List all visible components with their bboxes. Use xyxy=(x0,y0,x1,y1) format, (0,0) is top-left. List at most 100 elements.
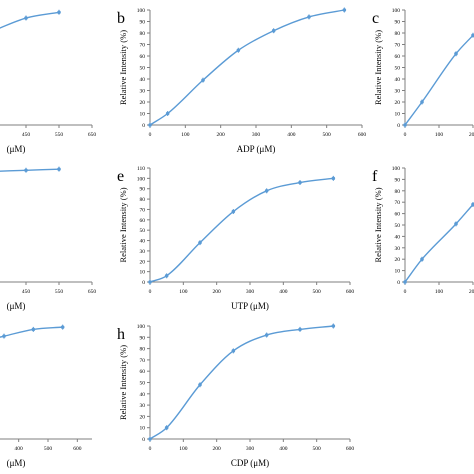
y-tick-label: 80 xyxy=(140,31,146,37)
x-tick-label: 0 xyxy=(149,132,152,138)
y-tick-label: 40 xyxy=(140,77,146,83)
series-line xyxy=(149,177,334,283)
y-tick-label: 20 xyxy=(140,414,146,420)
chart-panel-h: 0 10 20 30 40 50 60 70 80 90 100 0 100 200 300 400 500 60… xyxy=(117,323,354,468)
data-point xyxy=(264,333,269,337)
x-tick-label: 650 xyxy=(88,289,97,295)
chart-panel-f: 0 10 20 30 40 50 60 70 80 90 100 0 100 200 Relative In… xyxy=(372,166,474,295)
data-point xyxy=(148,123,152,127)
x-tick-label: 0 xyxy=(149,446,152,452)
y-tick-label: 50 xyxy=(395,66,401,72)
y-axis-label: Relative Intensity (%) xyxy=(373,30,383,105)
y-tick-label: 80 xyxy=(140,197,146,203)
data-point xyxy=(57,167,61,171)
y-tick-label: 100 xyxy=(392,166,401,172)
y-tick-label: 100 xyxy=(137,176,146,182)
chart-panel-a: 450 550 650 (μM) xyxy=(0,9,97,154)
series-line xyxy=(404,34,474,126)
x-axis-label: (μM) xyxy=(7,301,26,311)
x-tick-label: 300 xyxy=(246,289,255,295)
x-tick-label: 0 xyxy=(149,289,152,295)
data-point xyxy=(471,33,474,38)
y-tick-label: 70 xyxy=(140,207,146,213)
chart-panel-g: 400 500 600 (μM) xyxy=(0,324,92,468)
y-tick-label: 0 xyxy=(397,123,400,129)
y-tick-label: 10 xyxy=(395,112,401,118)
x-tick-label: 200 xyxy=(217,132,226,138)
chart-panel-b: 0 10 20 30 40 50 60 70 80 90 100 0 100 200 300 400 500 60… xyxy=(117,7,367,154)
y-tick-label: 0 xyxy=(142,123,145,129)
chart-panel-e: 0 10 20 30 40 50 60 70 80 90 100 110 0 100 200 300 400 50… xyxy=(117,166,354,311)
y-tick-label: 30 xyxy=(395,89,401,95)
series-line xyxy=(404,204,474,283)
data-point xyxy=(454,51,458,56)
data-point xyxy=(264,189,269,193)
x-tick-label: 400 xyxy=(287,132,296,138)
data-point xyxy=(231,349,236,353)
y-tick-label: 90 xyxy=(140,335,146,341)
x-tick-label: 600 xyxy=(346,289,355,295)
x-tick-label: 600 xyxy=(358,132,367,138)
x-tick-label: 100 xyxy=(179,446,188,452)
y-tick-label: 30 xyxy=(140,403,146,409)
y-tick-label: 80 xyxy=(140,347,146,353)
y-tick-label: 50 xyxy=(140,228,146,234)
data-point xyxy=(307,15,311,19)
y-tick-label: 10 xyxy=(140,112,146,118)
y-tick-label: 60 xyxy=(140,218,146,224)
x-tick-label: 0 xyxy=(404,132,407,138)
data-point xyxy=(342,8,347,12)
y-tick-label: 40 xyxy=(140,392,146,398)
y-tick-label: 10 xyxy=(140,426,146,432)
data-point xyxy=(471,202,474,207)
x-tick-label: 650 xyxy=(88,132,97,138)
series-line xyxy=(0,11,60,29)
y-tick-label: 30 xyxy=(395,246,401,252)
x-axis-label: ADP (μM) xyxy=(237,144,276,154)
y-tick-label: 60 xyxy=(395,54,401,60)
data-point xyxy=(148,280,152,284)
x-tick-label: 200 xyxy=(469,289,474,295)
x-tick-label: 200 xyxy=(213,289,222,295)
x-tick-label: 500 xyxy=(44,446,53,452)
data-point xyxy=(231,209,236,214)
y-tick-label: 80 xyxy=(395,189,401,195)
data-point xyxy=(148,437,152,441)
y-tick-label: 100 xyxy=(137,8,146,14)
y-tick-label: 110 xyxy=(137,166,145,172)
y-tick-label: 40 xyxy=(395,77,401,83)
y-tick-label: 90 xyxy=(395,20,401,26)
panel-label: f xyxy=(372,168,378,185)
x-axis-label: CDP (μM) xyxy=(231,458,269,468)
data-point xyxy=(420,100,424,104)
y-tick-label: 30 xyxy=(140,89,146,95)
x-tick-label: 450 xyxy=(22,289,31,295)
y-tick-label: 50 xyxy=(140,381,146,387)
y-tick-label: 20 xyxy=(395,100,401,106)
data-point xyxy=(60,325,65,329)
data-point xyxy=(165,111,170,116)
data-point xyxy=(198,382,202,387)
y-tick-label: 70 xyxy=(140,43,146,49)
data-point xyxy=(31,327,36,332)
series-line xyxy=(0,168,60,172)
data-point xyxy=(271,28,276,33)
y-tick-label: 40 xyxy=(140,239,146,245)
panel-label: c xyxy=(372,10,379,27)
x-tick-label: 550 xyxy=(55,289,64,295)
x-tick-label: 450 xyxy=(22,132,31,138)
data-point xyxy=(298,327,302,332)
panel-label: b xyxy=(117,10,125,27)
y-tick-label: 100 xyxy=(137,324,146,330)
x-tick-label: 200 xyxy=(213,446,222,452)
y-tick-label: 10 xyxy=(140,270,146,276)
x-tick-label: 500 xyxy=(323,132,332,138)
x-tick-label: 500 xyxy=(313,289,322,295)
y-axis-label: Relative Intensity (%) xyxy=(118,187,128,262)
y-tick-label: 0 xyxy=(142,437,145,443)
data-point xyxy=(2,334,6,338)
y-tick-label: 90 xyxy=(140,20,146,26)
y-tick-label: 30 xyxy=(140,249,146,255)
y-tick-label: 60 xyxy=(140,369,146,375)
chart-panel-d: 450 550 650 (μM) xyxy=(0,166,97,311)
